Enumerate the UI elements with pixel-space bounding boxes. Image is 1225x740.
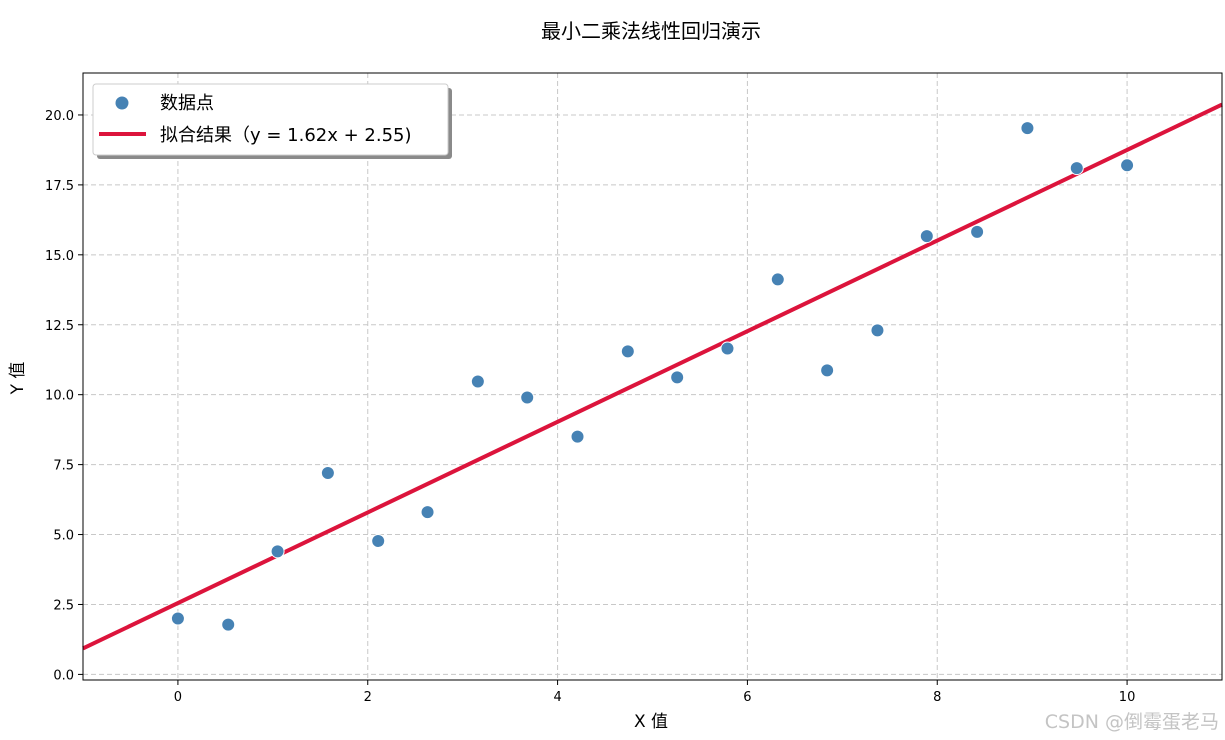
y-tick-label: 17.5 [45, 179, 74, 194]
data-point [620, 344, 635, 359]
x-tick-label: 8 [933, 690, 941, 705]
data-point [470, 374, 485, 389]
data-point [221, 617, 236, 632]
y-axis-label: Y 值 [8, 362, 28, 396]
y-tick-label: 15.0 [45, 249, 74, 264]
data-point [570, 429, 585, 444]
x-tick-label: 0 [174, 690, 182, 705]
grid-lines [83, 73, 1222, 680]
y-tick-label: 5.0 [53, 529, 74, 544]
legend[interactable]: 数据点 拟合结果（y = 1.62x + 2.55) [92, 83, 452, 159]
data-point [420, 505, 435, 520]
fit-line [82, 102, 1223, 651]
y-tick-label: 0.0 [53, 668, 74, 683]
y-tick-label: 7.5 [53, 459, 74, 474]
data-point [371, 533, 386, 548]
y-axis-ticks: 0.0 2.5 5.0 7.5 10.0 12.5 15.0 17.5 20.0 [45, 109, 83, 683]
x-axis-label: X 值 [634, 712, 668, 732]
legend-box [92, 83, 449, 156]
data-point [670, 370, 685, 385]
data-point [919, 229, 934, 244]
data-point [970, 224, 985, 239]
data-point [720, 341, 735, 356]
legend-label-fit-line: 拟合结果（y = 1.62x + 2.55) [160, 125, 412, 146]
legend-label-points: 数据点 [160, 93, 214, 114]
plot-frame [82, 72, 1223, 681]
data-point [520, 390, 535, 405]
data-point [320, 466, 335, 481]
y-tick-label: 10.0 [45, 389, 74, 404]
watermark: CSDN @倒霉蛋老马 [1045, 711, 1219, 733]
x-tick-label: 2 [364, 690, 372, 705]
x-tick-label: 6 [743, 690, 751, 705]
y-tick-label: 12.5 [45, 319, 74, 334]
fit-line-layer [82, 102, 1223, 651]
data-point [770, 272, 785, 287]
x-tick-label: 10 [1119, 690, 1136, 705]
data-point [1120, 158, 1135, 173]
data-point [270, 544, 285, 559]
data-point [820, 363, 835, 378]
data-point [170, 611, 185, 626]
y-tick-label: 2.5 [53, 598, 74, 613]
data-point [1020, 121, 1035, 136]
x-axis-ticks: 0 2 4 6 8 10 [174, 680, 1136, 705]
data-point [1069, 161, 1084, 176]
data-points-layer [170, 121, 1135, 632]
legend-marker-points [115, 96, 129, 110]
x-tick-label: 4 [553, 690, 561, 705]
y-tick-label: 20.0 [45, 109, 74, 124]
chart-title: 最小二乘法线性回归演示 [541, 19, 761, 43]
data-point [870, 323, 885, 338]
